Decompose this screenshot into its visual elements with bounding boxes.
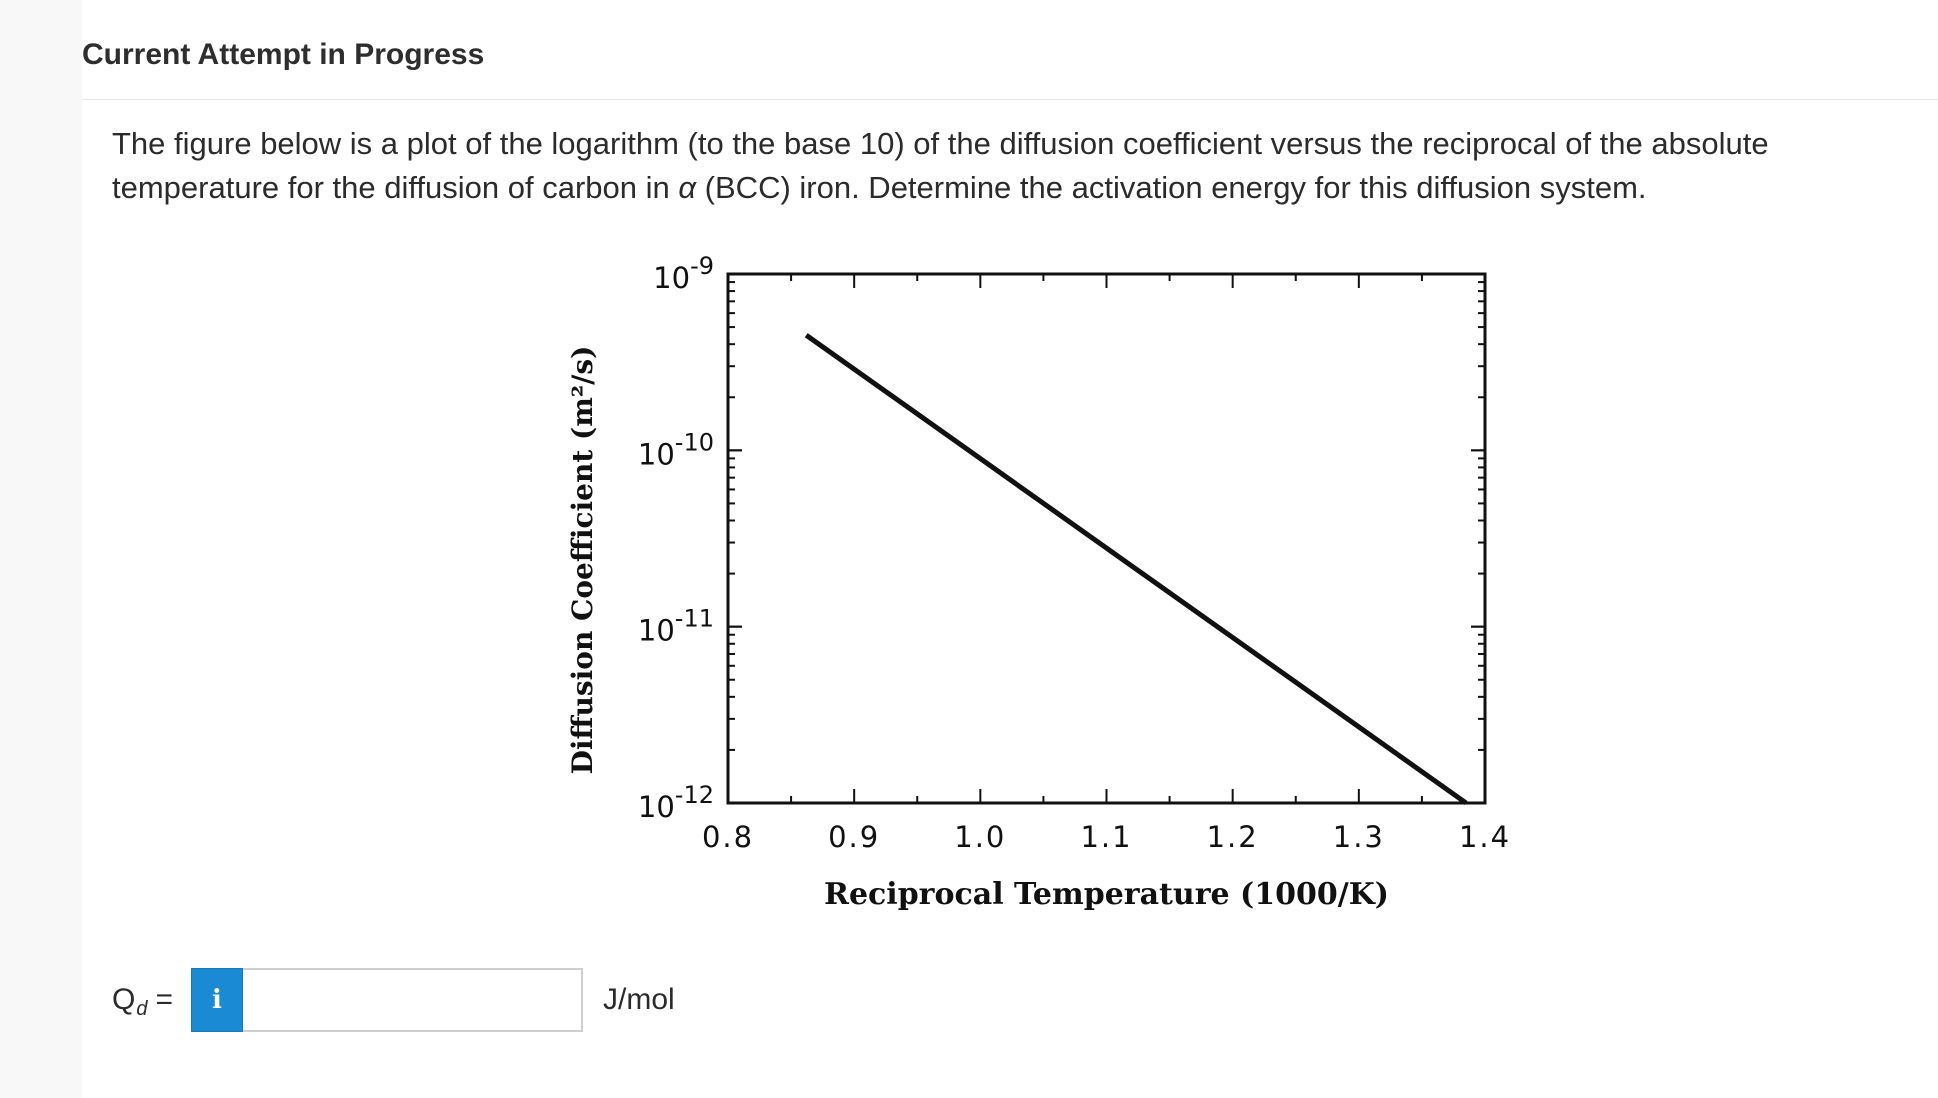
plot-frame — [726, 272, 1487, 805]
heading-divider — [82, 99, 1938, 100]
diffusion-chart: 0.8 0.9 1.0 1.1 1.2 1.3 1.4 10-9 10-10 10-11 10-12… — [566, 252, 1511, 912]
x-tick-label: 1.3 — [1333, 820, 1385, 854]
question-card: Current Attempt in Progress The figure b… — [82, 0, 1938, 1098]
x-tick-label: 0.9 — [828, 820, 880, 854]
qd-label-sub: d — [136, 998, 148, 1020]
attempt-heading: Current Attempt in Progress — [82, 38, 485, 71]
alpha-symbol: α — [678, 170, 697, 205]
x-tick-label: 1.0 — [954, 820, 1006, 854]
y-axis-title: Diffusion Coefficient (m²/s) — [566, 346, 599, 775]
x-tick-label: 1.4 — [1459, 820, 1511, 854]
question-line-2b: (BCC) iron. Determine the activation ene… — [696, 170, 1647, 205]
qd-answer-input[interactable] — [243, 968, 583, 1032]
x-axis-title: Reciprocal Temperature (1000/K) — [824, 877, 1389, 912]
y-tick-label: 10-12 — [638, 781, 714, 824]
y-tick-label: 10-9 — [653, 252, 714, 295]
y-tick-label: 10-10 — [638, 428, 714, 471]
diffusion-line — [804, 333, 1468, 806]
x-tick-label: 1.2 — [1207, 820, 1259, 854]
question-line-2a: temperature for the diffusion of carbon … — [112, 170, 679, 205]
question-line-1: The figure below is a plot of the logari… — [112, 126, 1769, 161]
x-tick-label: 1.1 — [1080, 820, 1132, 854]
question-text: The figure below is a plot of the logari… — [112, 122, 1892, 210]
left-margin — [0, 0, 82, 1098]
y-tick-label: 10-11 — [638, 605, 714, 648]
info-icon[interactable]: i — [191, 968, 243, 1032]
qd-label-main: Q — [112, 983, 136, 1016]
qd-label-eq: = — [155, 983, 173, 1016]
unit-label: J/mol — [603, 983, 675, 1016]
x-tick-label: 0.8 — [702, 820, 754, 854]
